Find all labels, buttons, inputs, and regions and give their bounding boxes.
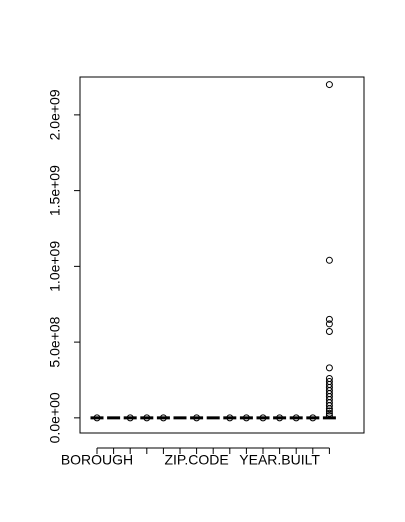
x-tick-label: BOROUGH bbox=[61, 451, 133, 467]
y-tick-label: 1.5e+09 bbox=[47, 165, 63, 216]
outlier-point bbox=[226, 414, 234, 422]
outlier-point bbox=[242, 414, 250, 422]
outlier-point bbox=[126, 414, 134, 422]
y-tick-label: 1.0e+09 bbox=[47, 241, 63, 292]
outlier-point bbox=[325, 364, 333, 372]
outlier-point bbox=[276, 414, 284, 422]
outlier-point bbox=[325, 81, 333, 89]
outliers-layer bbox=[93, 81, 333, 422]
outlier-point bbox=[325, 328, 333, 336]
outlier-point bbox=[325, 320, 333, 328]
x-axis: BOROUGH ZIP.CODE YEAR.BUILT bbox=[61, 447, 330, 467]
outlier-point bbox=[325, 412, 333, 420]
outlier-point bbox=[309, 414, 317, 422]
y-tick-label: 5.0e+08 bbox=[47, 316, 63, 367]
outlier-point bbox=[259, 414, 267, 422]
outlier-point bbox=[143, 414, 151, 422]
outlier-point bbox=[193, 414, 201, 422]
outlier-point bbox=[159, 414, 167, 422]
y-axis: 0.0e+00 5.0e+08 1.0e+09 1.5e+09 2.0e+09 bbox=[47, 89, 81, 443]
y-tick-label: 2.0e+09 bbox=[47, 89, 63, 140]
y-tick-label: 0.0e+00 bbox=[47, 392, 63, 443]
outlier-point bbox=[325, 409, 333, 417]
outlier-point bbox=[93, 414, 101, 422]
outlier-point bbox=[325, 405, 333, 413]
plot-frame bbox=[79, 76, 365, 434]
outlier-point bbox=[325, 315, 333, 323]
outlier-point bbox=[325, 402, 333, 410]
x-tick-label: ZIP.CODE bbox=[164, 451, 228, 467]
outlier-point bbox=[325, 256, 333, 264]
outlier-point bbox=[292, 414, 300, 422]
x-tick-label: YEAR.BUILT bbox=[239, 451, 320, 467]
outlier-point bbox=[325, 407, 333, 415]
